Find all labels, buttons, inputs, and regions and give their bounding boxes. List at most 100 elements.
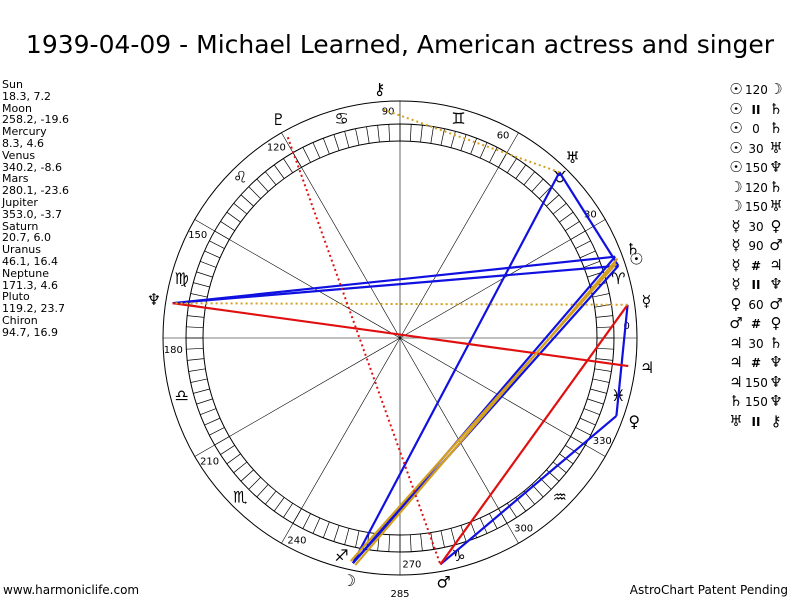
band-tick	[507, 158, 517, 173]
band-tick	[322, 138, 330, 155]
band-tick	[579, 250, 596, 259]
band-tick	[420, 125, 423, 143]
band-tick	[409, 534, 412, 552]
band-tick	[565, 445, 580, 455]
aspect-angle: 30	[748, 336, 764, 351]
planet-name-chiron: Chiron	[2, 313, 38, 327]
band-tick	[592, 293, 610, 298]
band-tick	[273, 497, 285, 512]
aspect-body-b: ⚷	[770, 411, 782, 430]
zodiac-sign-glyph: ♑	[451, 546, 465, 565]
band-tick	[583, 408, 600, 416]
planet-glyph-moon: ☽	[342, 571, 356, 590]
aspect-angle: 90	[748, 239, 764, 253]
zodiac-sign-glyph: ♒	[553, 487, 567, 506]
aspect-angle: 120	[745, 180, 768, 195]
band-tick	[190, 378, 208, 383]
aspect-angle: 150	[745, 375, 768, 390]
band-tick	[248, 186, 261, 199]
degree-label: 210	[200, 457, 219, 468]
spoke-line	[281, 337, 401, 544]
aspect-angle: #	[750, 317, 762, 331]
aspect-row: ♀ 60 ♂	[727, 295, 785, 315]
degree-label: 0	[624, 321, 630, 332]
band-tick	[420, 533, 423, 551]
aspect-body-a: ☿	[731, 216, 741, 235]
ascendant-value: 285	[390, 589, 409, 600]
planet-coords-moon: 258.2, -19.6	[2, 113, 69, 127]
band-tick	[186, 347, 204, 350]
aspect-body-a: ☿	[731, 275, 741, 293]
aspect-body-a: ☽	[729, 197, 743, 215]
band-tick	[196, 271, 213, 278]
aspect-row: ♃ # ♆	[727, 353, 785, 373]
band-tick	[344, 131, 350, 148]
band-tick	[590, 388, 607, 394]
spoke-line	[399, 337, 606, 457]
band-tick	[283, 503, 293, 518]
band-tick	[440, 128, 445, 146]
planet-coords-venus: 340.2, -8.6	[2, 160, 62, 174]
degree-label: 120	[267, 143, 286, 154]
aspect-line-mercury-mars	[439, 304, 629, 566]
aspect-body-b: ♃	[769, 255, 783, 274]
degree-label: 330	[593, 436, 612, 447]
aspect-line-saturn-moon	[352, 255, 616, 564]
band-tick	[450, 528, 456, 545]
band-tick	[193, 282, 210, 288]
aspect-body-a: ☉	[729, 80, 743, 98]
band-tick	[559, 211, 574, 223]
aspect-body-a: ♄	[729, 392, 743, 410]
band-tick	[220, 445, 235, 455]
planet-glyph-chiron: ⚷	[374, 79, 386, 98]
planet-coords-sun: 18.3, 7.2	[2, 89, 51, 103]
aspect-line-sun-moon	[352, 265, 620, 564]
planet-coords-chiron: 94.7, 16.9	[2, 325, 58, 339]
zodiac-sign-glyph: ♏	[233, 487, 247, 506]
aspect-body-b: ♀	[770, 216, 782, 235]
aspect-body-a: ♂	[729, 314, 743, 332]
band-tick	[366, 126, 370, 144]
aspect-line-mercury-neptune	[172, 302, 628, 306]
band-tick	[594, 304, 612, 308]
band-tick	[187, 358, 205, 361]
band-tick	[470, 138, 478, 155]
band-tick	[302, 147, 311, 163]
aspect-row: ☿ II ♆	[727, 275, 785, 295]
band-tick	[575, 427, 591, 436]
planet-coords-saturn: 20.7, 6.0	[2, 231, 51, 245]
aspect-row: ♃ 30 ♄	[727, 334, 785, 354]
aspect-row: ☉ 0 ♄	[727, 119, 785, 139]
planet-glyph-sun: ☉	[629, 249, 643, 268]
aspect-line-jupiter-neptune	[172, 302, 629, 368]
band-tick	[579, 417, 596, 426]
aspect-body-b: ♄	[769, 177, 783, 196]
aspect-body-a: ♃	[729, 333, 743, 352]
band-tick	[333, 134, 340, 151]
aspect-body-b: ☽	[769, 80, 783, 98]
aspect-angle: II	[751, 278, 761, 292]
band-tick	[546, 469, 560, 482]
zodiac-sign-glyph: ♉	[553, 168, 567, 187]
aspect-body-a: ♃	[729, 372, 743, 391]
planet-name-mars: Mars	[2, 172, 29, 186]
band-tick	[193, 388, 210, 394]
zodiac-sign-glyph: ♊	[451, 109, 465, 128]
planet-name-pluto: Pluto	[2, 290, 30, 304]
band-tick	[565, 221, 580, 231]
degree-label: 300	[514, 523, 533, 534]
band-tick	[188, 368, 206, 372]
band-tick	[233, 203, 248, 215]
band-tick	[575, 240, 591, 249]
aspect-line-uranus-chiron	[380, 107, 560, 174]
aspect-body-b: ♀	[770, 314, 782, 332]
planet-name-sun: Sun	[2, 78, 23, 91]
zodiac-sign-glyph: ♍	[175, 269, 189, 288]
aspect-angle: 150	[745, 200, 768, 214]
aspect-angle: 120	[745, 83, 768, 97]
aspect-angle: II	[751, 414, 761, 429]
aspect-body-a: ☿	[731, 236, 741, 254]
band-tick	[430, 126, 434, 144]
band-tick	[531, 178, 544, 192]
aspect-angle: 30	[748, 219, 764, 234]
